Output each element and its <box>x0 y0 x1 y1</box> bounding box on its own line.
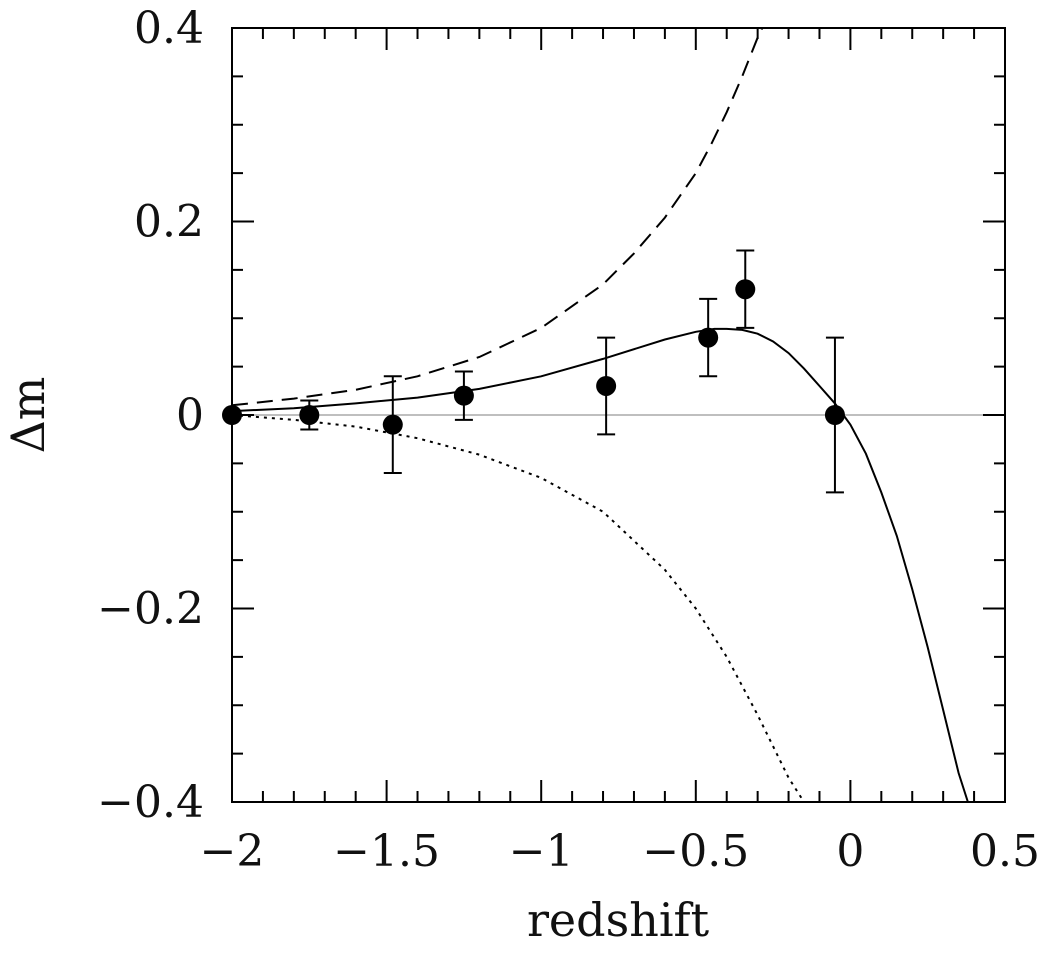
series-line-model-dashed <box>232 28 764 407</box>
y-tick-labels: −0.4 −0.2 0 0.2 0.4 <box>97 3 204 828</box>
data-point <box>735 279 756 300</box>
y-tick-label: −0.4 <box>97 777 204 828</box>
model-curves <box>232 28 969 802</box>
x-tick-label: −0.5 <box>642 826 749 877</box>
x-tick-labels: −2 −1.5 −1 −0.5 0 0.5 <box>200 826 1040 877</box>
x-tick-label: −1 <box>509 826 574 877</box>
data-point <box>382 414 403 435</box>
series-line-model-solid <box>232 327 969 802</box>
data-point <box>596 375 617 396</box>
data-point <box>453 385 474 406</box>
x-tick-label: −1.5 <box>333 826 440 877</box>
x-tick-label: −2 <box>200 826 265 877</box>
y-tick-label: 0.2 <box>134 197 204 248</box>
x-tick-label: 0 <box>836 826 864 877</box>
x-axis-label: redshift <box>527 893 710 947</box>
data-point <box>698 327 719 348</box>
y-tick-label: −0.2 <box>97 584 204 635</box>
x-tick-label: 0.5 <box>970 826 1040 877</box>
y-tick-label: 0 <box>176 390 204 441</box>
y-axis-label: Δm <box>1 377 55 454</box>
data-point <box>299 405 320 425</box>
axis-ticks <box>231 27 1006 803</box>
plot-frame <box>231 27 1006 803</box>
y-tick-label: 0.4 <box>134 3 204 54</box>
data-points <box>222 249 845 494</box>
series-line-model-dotted <box>232 414 806 802</box>
data-point <box>824 405 845 425</box>
